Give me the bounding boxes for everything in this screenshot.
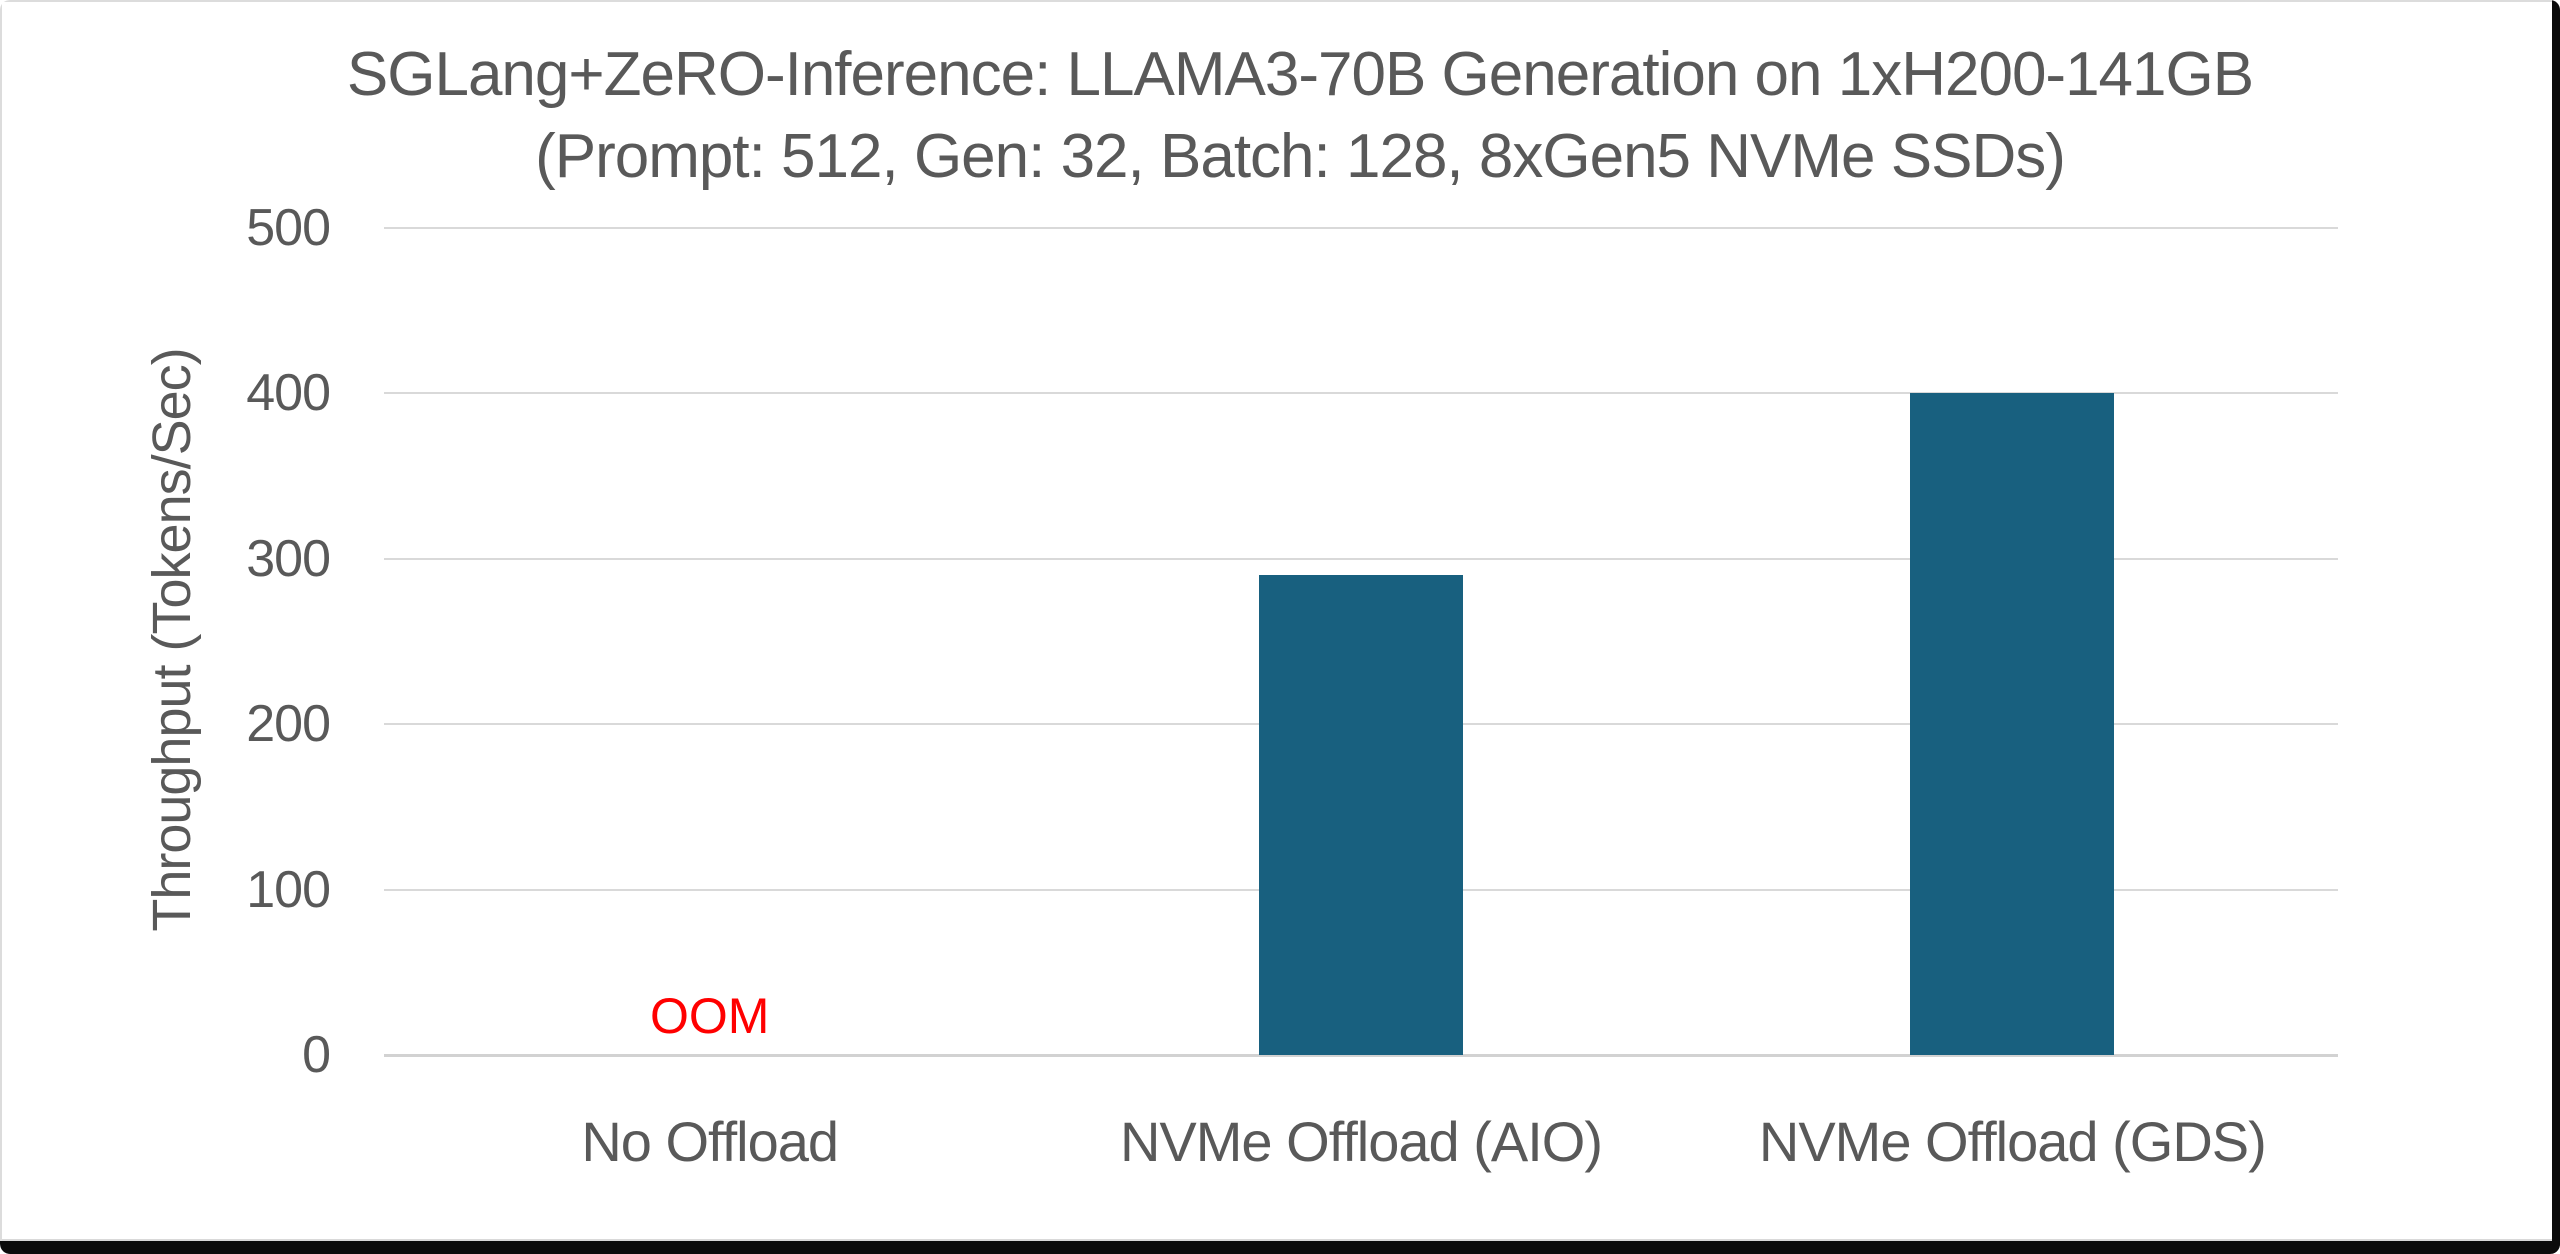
bar-nvme-offload-gds [1910, 393, 2115, 1055]
y-tick-label-300: 300 [246, 529, 331, 588]
y-tick-label-0: 0 [302, 1026, 331, 1084]
gridline-400 [384, 392, 2338, 395]
y-tick-label-400: 400 [246, 364, 331, 423]
chart-title-line2: (Prompt: 512, Gen: 32, Batch: 128, 8xGen… [535, 122, 2066, 191]
chart-title-line1: SGLang+ZeRO-Inference: LLAMA3-70B Genera… [346, 40, 2254, 109]
y-tick-label-100: 100 [246, 860, 331, 919]
gridline-300 [384, 557, 2338, 560]
frame-bottom-edge [0, 1241, 2560, 1254]
frame-bottom-gray-line [2, 1239, 2552, 1241]
y-axis-title: Throughput (Tokens/Sec) [142, 348, 202, 932]
x-category-label-nvme-offload-aio: NVMe Offload (AIO) [1119, 1110, 1603, 1173]
y-tick-label-500: 500 [246, 199, 331, 257]
frame-top-edge [0, 0, 2560, 2]
x-category-label-nvme-offload-gds: NVMe Offload (GDS) [1758, 1110, 2267, 1173]
frame-left-edge [0, 0, 2, 1254]
chart-title: SGLang+ZeRO-Inference: LLAMA3-70B Genera… [40, 34, 2560, 198]
annotation-oom: OOM [649, 988, 770, 1044]
y-tick-label-200: 200 [246, 695, 331, 754]
x-category-label-no-offload: No Offload [581, 1110, 839, 1173]
x-axis-line [384, 1054, 2338, 1057]
frame-right-edge [2552, 0, 2560, 1254]
bar-nvme-offload-aio [1259, 575, 1463, 1055]
gridline-500 [384, 227, 2338, 229]
